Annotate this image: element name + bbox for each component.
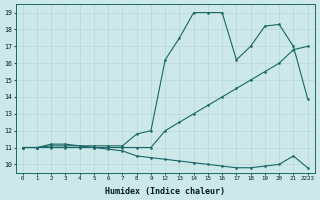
X-axis label: Humidex (Indice chaleur): Humidex (Indice chaleur) <box>105 187 225 196</box>
